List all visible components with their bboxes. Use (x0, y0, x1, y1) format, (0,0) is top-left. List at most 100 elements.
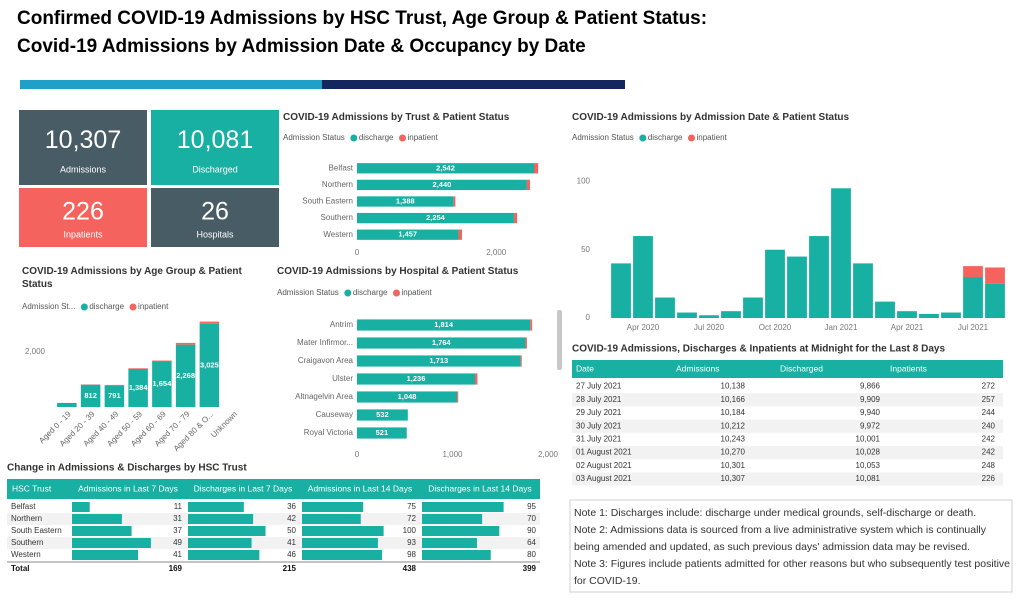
bar-segment (533, 163, 539, 174)
bar-segment (919, 313, 939, 318)
legend-label: inpatient (408, 133, 439, 142)
category-label: Western (323, 230, 353, 239)
table-header (7, 479, 540, 499)
table-cell: 03 August 2021 (576, 474, 632, 483)
legend-label: inpatient (138, 302, 169, 311)
table-cell: 100 (403, 526, 417, 535)
table-cell: Belfast (11, 502, 36, 511)
chart-title-box: COVID-19 Admissions by Trust & Patient S… (283, 112, 510, 123)
bar-segment (57, 402, 77, 407)
bar-segment (787, 256, 807, 318)
y-tick-label: 50 (581, 245, 590, 254)
value-label: 2,268 (176, 371, 195, 380)
table-cell: Northern (11, 514, 42, 523)
data-bar (422, 538, 477, 548)
data-bar (302, 502, 364, 512)
legend-label: discharge (353, 288, 388, 297)
bar-segment (897, 311, 917, 318)
kpi-value: 226 (62, 197, 104, 225)
table-title: COVID-19 Admissions, Discharges & Inpati… (572, 344, 945, 355)
scrollbar[interactable] (557, 310, 562, 370)
chart-title: COVID-19 Admissions by Hospital & Patien… (277, 266, 519, 277)
x-tick-label: 1,000 (442, 450, 463, 459)
value-label: 2,440 (433, 180, 452, 189)
table-cell: 9,866 (860, 382, 881, 391)
data-bar (72, 514, 122, 524)
bar-segment (985, 267, 1005, 284)
table-cell: 10,001 (856, 435, 881, 444)
data-bar (302, 550, 382, 560)
bar-segment (985, 283, 1005, 318)
kpi-label: Admissions (60, 164, 107, 174)
chart-title: COVID-19 Admissions by Age Group & Patie… (22, 266, 242, 290)
notes-box-content: Note 1: Discharges include: discharge un… (574, 507, 1010, 587)
row-stripe (572, 419, 1003, 433)
value-label: 1,388 (396, 196, 415, 205)
legend-label: discharge (648, 133, 683, 142)
bar-segment (357, 179, 527, 191)
total-cell: 438 (403, 564, 417, 573)
kpi-card (19, 110, 147, 185)
table-cell: 10,053 (856, 461, 881, 470)
legend-title: Admission Status (572, 133, 634, 142)
bar-segment (104, 385, 125, 407)
bar-segment (357, 373, 476, 385)
bar-segment (963, 266, 983, 278)
category-label: Belfast (329, 163, 354, 172)
bar-segment (128, 368, 148, 369)
bar-segment (475, 373, 478, 385)
bar-segment (357, 196, 454, 207)
notes-box (569, 499, 1013, 593)
table-cell: 31 July 2021 (576, 435, 622, 444)
bar-segment (458, 229, 463, 240)
bar-segment (875, 301, 895, 318)
data-bar (72, 550, 139, 560)
table-title: Change in Admissions & Discharges by HSC… (7, 463, 247, 474)
bar-segment (453, 196, 456, 207)
data-bar (72, 538, 151, 548)
table-header (572, 360, 1003, 378)
table-cell: 9,972 (860, 421, 881, 430)
x-tick-label: Jan 2021 (825, 323, 858, 332)
column-header: Date (576, 363, 594, 373)
legend-label: inpatient (402, 288, 433, 297)
category-label: Antrim (330, 320, 353, 329)
category-label: Mater Infirmor... (297, 338, 353, 347)
category-label: Craigavon Area (298, 356, 354, 365)
value-label: 1,384 (129, 383, 149, 392)
table-cell: 10,138 (721, 382, 746, 391)
data-bar (188, 526, 266, 536)
chart-title: COVID-19 Admissions by Trust & Patient S… (283, 112, 510, 123)
table-cell: 10,270 (721, 448, 746, 457)
table-cell: 01 August 2021 (576, 448, 632, 457)
bar-segment (809, 236, 829, 318)
x-tick-label: 0 (355, 248, 360, 257)
value-label: 2,542 (436, 163, 455, 172)
kpi-card (151, 188, 279, 247)
category-label: Southern (321, 213, 353, 222)
value-label: 812 (84, 391, 97, 400)
table-cell: 248 (982, 461, 996, 470)
x-tick-label: Oct 2020 (759, 323, 792, 332)
data-bar (422, 514, 483, 524)
table-cell: South Eastern (11, 526, 62, 535)
table-cell: 257 (982, 395, 996, 404)
bar-segment (611, 263, 631, 318)
table-cell: 50 (287, 526, 296, 535)
data-bar (422, 502, 504, 512)
total-cell: 399 (523, 564, 537, 573)
data-bar (302, 514, 361, 524)
table-cell: 9,909 (860, 395, 881, 404)
category-label: Altnagelvin Area (295, 392, 353, 401)
column-header: Admissions in Last 14 Days (308, 483, 412, 493)
legend-marker (129, 303, 137, 311)
chart-title-box: COVID-19 Admissions by Admission Date & … (572, 112, 849, 123)
kpi-card (19, 188, 147, 247)
total-cell: 169 (169, 564, 183, 573)
category-label: Northern (322, 180, 353, 189)
bar-segment (853, 263, 873, 318)
bar-segment (525, 337, 527, 349)
bar-segment (175, 344, 196, 407)
bar-segment (633, 236, 653, 318)
